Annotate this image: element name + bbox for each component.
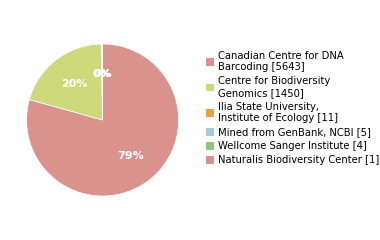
Wedge shape	[101, 44, 103, 120]
Text: 20%: 20%	[62, 79, 88, 89]
Wedge shape	[27, 44, 179, 196]
Text: 0%: 0%	[93, 69, 112, 79]
Text: 0%: 0%	[93, 69, 112, 79]
Text: 79%: 79%	[117, 151, 144, 161]
Wedge shape	[29, 44, 103, 120]
Wedge shape	[102, 44, 103, 120]
Text: 0%: 0%	[93, 69, 111, 79]
Legend: Canadian Centre for DNA
Barcoding [5643], Centre for Biodiversity
Genomics [1450: Canadian Centre for DNA Barcoding [5643]…	[206, 51, 380, 165]
